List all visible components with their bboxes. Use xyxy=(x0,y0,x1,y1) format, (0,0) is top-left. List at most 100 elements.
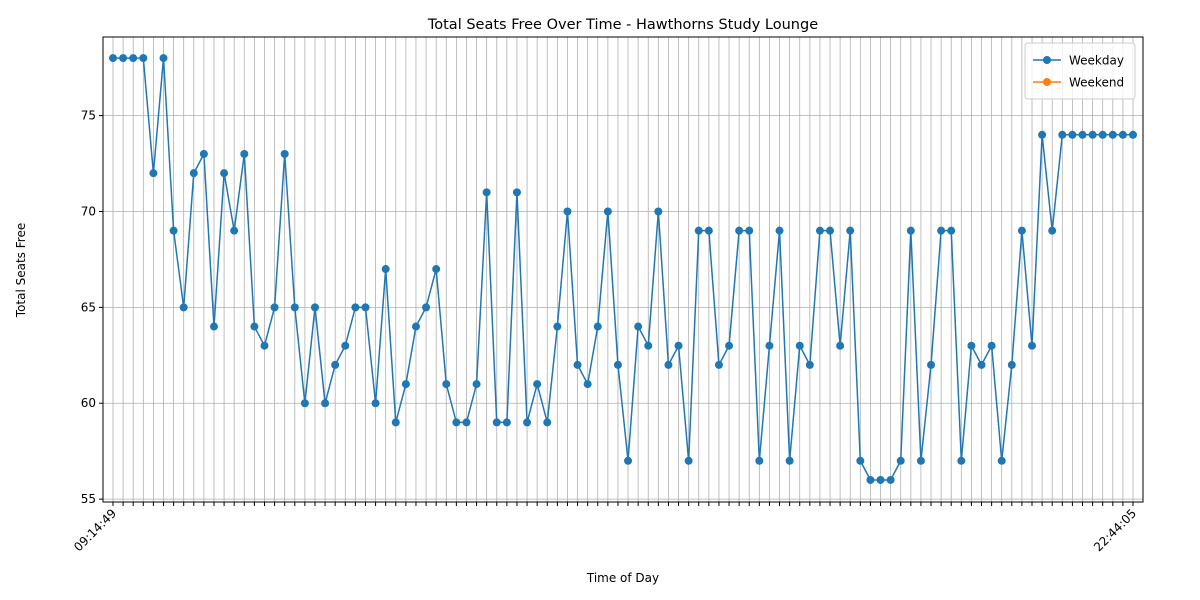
point xyxy=(876,475,885,484)
point xyxy=(482,188,491,197)
point xyxy=(765,341,774,350)
point xyxy=(240,149,249,158)
point xyxy=(916,456,925,465)
point xyxy=(270,303,279,312)
legend-marker xyxy=(1043,78,1051,86)
point xyxy=(1068,130,1077,139)
point xyxy=(432,265,441,274)
point xyxy=(1048,226,1057,235)
legend-box xyxy=(1024,42,1136,100)
point xyxy=(169,226,178,235)
point xyxy=(745,226,754,235)
point xyxy=(543,418,552,427)
point xyxy=(583,380,592,389)
point xyxy=(725,341,734,350)
point xyxy=(139,54,148,63)
point xyxy=(896,456,905,465)
point xyxy=(674,341,683,350)
point xyxy=(1058,130,1067,139)
point xyxy=(785,456,794,465)
point xyxy=(109,54,117,63)
point xyxy=(684,456,693,465)
point xyxy=(422,303,431,312)
point xyxy=(613,360,622,369)
point xyxy=(129,54,138,63)
point xyxy=(250,322,259,331)
point xyxy=(452,418,461,427)
point xyxy=(714,360,723,369)
point xyxy=(442,380,451,389)
point xyxy=(1108,130,1117,139)
point xyxy=(927,360,936,369)
point xyxy=(947,226,956,235)
x-axis-label: Time of Day xyxy=(586,571,659,585)
point xyxy=(361,303,370,312)
point xyxy=(189,169,198,178)
y-tick-label: 65 xyxy=(81,300,96,314)
point xyxy=(341,341,350,350)
plot-frame xyxy=(102,36,1144,503)
point xyxy=(826,226,835,235)
point xyxy=(502,418,511,427)
point xyxy=(563,207,572,216)
point xyxy=(149,169,158,178)
y-tick-label: 55 xyxy=(81,492,96,506)
point xyxy=(866,475,875,484)
point xyxy=(654,207,663,216)
y-axis-label: Total Seats Free xyxy=(14,223,28,318)
point xyxy=(755,456,764,465)
point xyxy=(836,341,845,350)
point xyxy=(886,475,895,484)
point xyxy=(957,456,966,465)
point xyxy=(593,322,602,331)
point xyxy=(846,226,855,235)
point xyxy=(967,341,976,350)
point xyxy=(1017,226,1026,235)
point xyxy=(735,226,744,235)
point xyxy=(856,456,865,465)
point xyxy=(220,169,229,178)
point xyxy=(1078,130,1087,139)
point xyxy=(209,322,218,331)
point xyxy=(300,399,309,408)
point xyxy=(1118,130,1127,139)
y-tick-label: 75 xyxy=(81,109,96,123)
point xyxy=(119,54,128,63)
point xyxy=(634,322,643,331)
point xyxy=(159,54,168,63)
point xyxy=(351,303,360,312)
point xyxy=(664,360,673,369)
point xyxy=(492,418,501,427)
line xyxy=(113,57,1133,481)
point xyxy=(512,188,521,197)
point xyxy=(331,360,340,369)
y-tick-label: 70 xyxy=(81,204,96,218)
point xyxy=(1038,130,1047,139)
point xyxy=(644,341,653,350)
point xyxy=(1007,360,1016,369)
point xyxy=(533,380,542,389)
point xyxy=(937,226,946,235)
chart-title: Total Seats Free Over Time - Hawthorns S… xyxy=(427,17,818,33)
y-tick-label: 60 xyxy=(81,396,96,410)
point xyxy=(179,303,188,312)
point xyxy=(987,341,996,350)
point xyxy=(199,149,208,158)
point xyxy=(1088,130,1097,139)
legend-label: Weekend xyxy=(1069,76,1124,90)
point xyxy=(553,322,562,331)
point xyxy=(321,399,330,408)
point xyxy=(603,207,612,216)
point xyxy=(310,303,319,312)
point xyxy=(381,265,390,274)
point xyxy=(775,226,784,235)
point xyxy=(805,360,814,369)
point xyxy=(906,226,915,235)
point xyxy=(573,360,582,369)
legend-label: Weekday xyxy=(1069,54,1124,68)
point xyxy=(290,303,299,312)
legend-marker xyxy=(1043,56,1051,64)
point xyxy=(694,226,703,235)
point xyxy=(472,380,481,389)
